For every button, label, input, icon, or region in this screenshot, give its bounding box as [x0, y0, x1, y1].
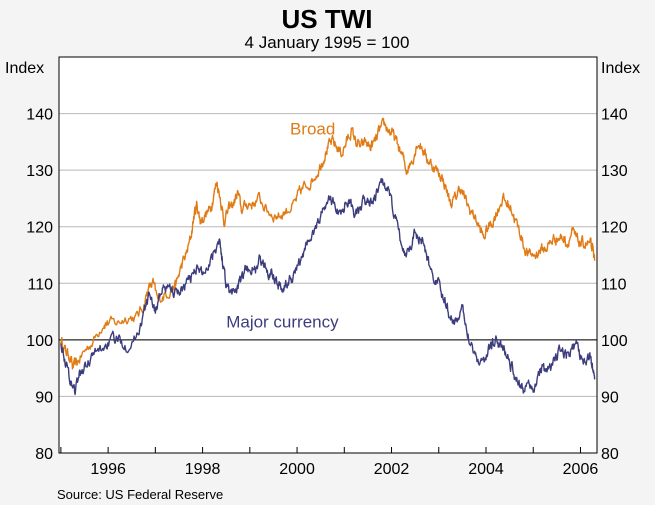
y-tick-right-80: 80	[601, 446, 619, 463]
x-tick-1998: 1998	[185, 461, 221, 478]
x-tick-2002: 2002	[374, 461, 410, 478]
chart-subtitle: 4 January 1995 = 100	[245, 33, 410, 52]
plot-area	[59, 57, 597, 453]
y-tick-left-90: 90	[35, 389, 53, 406]
y-axis-label-left: Index	[5, 60, 44, 77]
series-line-broad	[60, 117, 596, 370]
source-note: Source: US Federal Reserve	[57, 487, 223, 502]
y-ticks: 80 80 90 90 100 100 110 110 120 120 130 130 140 140	[26, 107, 628, 463]
y-tick-left-100: 100	[26, 333, 53, 350]
y-tick-right-140: 140	[601, 107, 628, 124]
y-tick-left-110: 110	[27, 276, 53, 293]
y-tick-left-140: 140	[26, 107, 53, 124]
y-tick-right-110: 110	[601, 276, 627, 293]
y-tick-right-120: 120	[601, 220, 628, 237]
x-ticks: 1996 1998 2000 2002 2004 2006	[60, 447, 599, 478]
series-line-major-currency	[60, 177, 596, 396]
y-tick-right-130: 130	[601, 163, 628, 180]
y-axis-label-right: Index	[601, 60, 640, 77]
x-tick-1996: 1996	[90, 461, 126, 478]
chart-title: US TWI	[282, 4, 373, 34]
y-tick-right-100: 100	[601, 333, 628, 350]
x-tick-2004: 2004	[468, 461, 504, 478]
plot-frame	[58, 56, 598, 454]
series-labels: Broad Major currency	[226, 120, 339, 332]
series-label-broad: Broad	[290, 120, 335, 139]
x-tick-2006: 2006	[563, 461, 599, 478]
x-tick-2000: 2000	[279, 461, 315, 478]
y-tick-left-120: 120	[26, 220, 53, 237]
series-group	[60, 117, 596, 396]
y-tick-left-130: 130	[26, 163, 53, 180]
series-label-major-currency: Major currency	[226, 312, 339, 331]
y-tick-right-90: 90	[601, 389, 619, 406]
y-tick-left-80: 80	[35, 446, 53, 463]
